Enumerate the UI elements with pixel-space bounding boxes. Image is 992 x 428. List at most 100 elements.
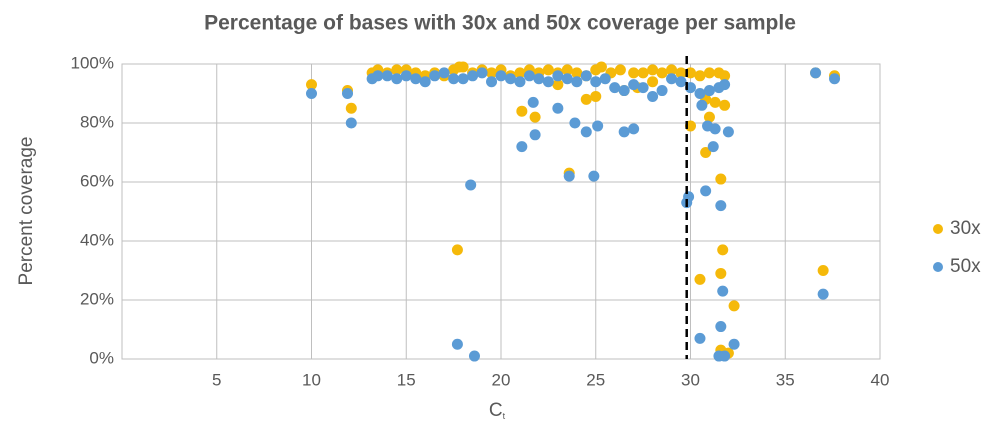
x-tick-label: 10: [302, 370, 321, 389]
point: [694, 88, 706, 99]
point: [703, 85, 715, 97]
point: [563, 170, 575, 182]
point: [637, 67, 649, 79]
point: [561, 73, 573, 85]
point: [599, 73, 611, 85]
point: [703, 111, 715, 123]
point: [448, 73, 460, 85]
point: [817, 288, 829, 300]
point: [527, 96, 539, 108]
point: [391, 64, 403, 76]
point: [580, 70, 592, 82]
point: [637, 82, 649, 94]
point: [533, 73, 545, 85]
x-tick-label: 20: [492, 370, 511, 389]
point: [571, 67, 583, 79]
point: [429, 70, 441, 82]
legend-label: 30x: [950, 218, 981, 239]
x-axis-label-sub: t: [503, 411, 506, 421]
point: [719, 350, 731, 362]
chart-title: Percentage of bases with 30x and 50x cov…: [204, 12, 796, 35]
point: [647, 90, 659, 102]
point: [722, 126, 734, 138]
point: [700, 185, 712, 197]
point: [561, 64, 573, 76]
point: [529, 129, 541, 141]
point: [381, 70, 393, 82]
point: [592, 120, 604, 132]
point: [707, 141, 719, 153]
point: [529, 111, 541, 123]
point: [647, 64, 659, 76]
point: [468, 350, 480, 362]
point: [504, 73, 516, 85]
y-axis-label: Percent coverage: [16, 137, 37, 286]
point: [696, 99, 708, 111]
point: [675, 67, 687, 79]
point: [628, 67, 640, 79]
point: [719, 79, 731, 91]
point: [590, 76, 602, 88]
x-axis-label: Ct: [489, 400, 506, 421]
point: [495, 70, 507, 82]
point: [717, 244, 729, 256]
point: [715, 267, 727, 279]
point: [552, 102, 564, 114]
legend-label: 50x: [950, 256, 981, 277]
point: [523, 70, 535, 82]
x-tick-label: 30: [681, 370, 700, 389]
y-tick-label: 80%: [80, 112, 114, 131]
point: [709, 123, 721, 135]
point: [451, 338, 463, 350]
point: [400, 70, 412, 82]
point: [552, 79, 564, 91]
point: [656, 67, 668, 79]
point: [465, 179, 477, 191]
point: [618, 85, 630, 97]
point: [719, 99, 731, 111]
x-axis-label-main: C: [489, 400, 503, 421]
point: [306, 79, 317, 91]
point: [694, 273, 706, 285]
point: [694, 70, 706, 82]
point: [590, 90, 602, 102]
point: [486, 76, 498, 88]
point: [588, 170, 600, 182]
point: [457, 73, 469, 85]
point: [675, 76, 687, 88]
x-tick-label: 35: [776, 370, 795, 389]
y-tick-label: 60%: [80, 171, 114, 190]
point: [476, 67, 488, 79]
point: [514, 67, 526, 79]
point: [410, 73, 422, 85]
point: [516, 105, 528, 117]
point: [715, 321, 727, 333]
point: [683, 191, 695, 203]
y-tick-label: 40%: [80, 230, 114, 249]
point: [703, 67, 715, 79]
x-tick-label: 40: [871, 370, 890, 389]
point: [438, 67, 450, 79]
point: [717, 285, 729, 297]
point: [372, 70, 384, 82]
point: [595, 61, 607, 73]
y-tick-label: 100%: [71, 53, 114, 72]
point: [817, 265, 829, 276]
point: [345, 102, 357, 114]
point: [715, 173, 727, 185]
point: [700, 147, 712, 158]
point: [571, 76, 583, 88]
point: [715, 200, 727, 212]
point: [694, 332, 706, 344]
point: [614, 64, 626, 76]
point: [719, 70, 731, 82]
point: [569, 117, 581, 129]
point: [580, 93, 592, 105]
point: [580, 126, 592, 138]
point: [666, 64, 678, 76]
legend-marker: [933, 262, 943, 272]
point: [391, 73, 403, 85]
point: [709, 96, 721, 108]
point: [514, 76, 526, 88]
